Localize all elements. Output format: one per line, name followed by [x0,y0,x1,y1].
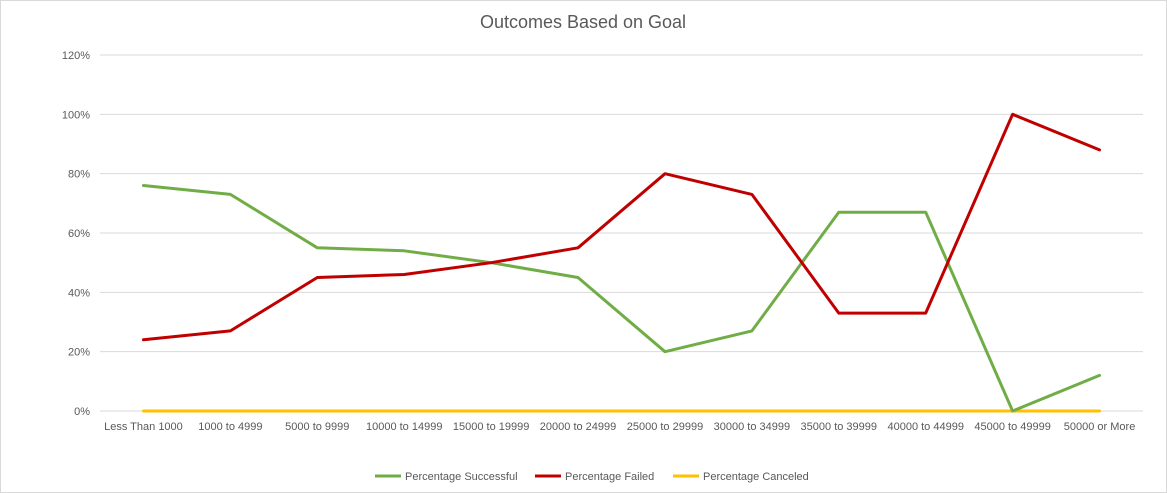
legend: Percentage Successful Percentage Failed Pe… [375,471,809,483]
y-tick-label: 120% [62,50,90,62]
y-tick-label: 40% [68,287,90,299]
x-tick-label: 20000 to 24999 [540,421,616,433]
x-tick-label: 1000 to 4999 [198,421,262,433]
legend-label: Percentage Failed [565,471,654,483]
y-tick-label: 100% [62,109,90,121]
x-tick-label: 15000 to 19999 [453,421,529,433]
chart-title: Outcomes Based on Goal [480,12,686,32]
x-tick-label: 30000 to 34999 [714,421,790,433]
y-tick-label: 80% [68,169,90,181]
gridlines [100,54,1143,412]
y-tick-label: 0% [74,406,90,418]
legend-label: Percentage Successful [405,471,518,483]
x-tick-label: 5000 to 9999 [285,421,349,433]
x-tick-label: 45000 to 49999 [974,421,1050,433]
x-axis-ticks: Less Than 1000 1000 to 4999 5000 to 9999 10… [104,421,1135,433]
x-tick-label: 35000 to 39999 [801,421,877,433]
x-tick-label: 50000 or More [1064,421,1136,433]
y-tick-label: 60% [68,228,90,240]
series-line-percentage-successful [142,184,1101,413]
x-tick-label: 25000 to 29999 [627,421,703,433]
series-lines [142,112,1101,413]
x-tick-label: Less Than 1000 [104,421,183,433]
y-axis-ticks: 0% 20% 40% 60% 80% 100% 120% [62,50,90,418]
y-tick-label: 20% [68,347,90,359]
legend-label: Percentage Canceled [703,471,809,483]
x-tick-label: 10000 to 14999 [366,421,442,433]
x-tick-label: 40000 to 44999 [887,421,963,433]
series-line-percentage-failed [142,112,1101,342]
